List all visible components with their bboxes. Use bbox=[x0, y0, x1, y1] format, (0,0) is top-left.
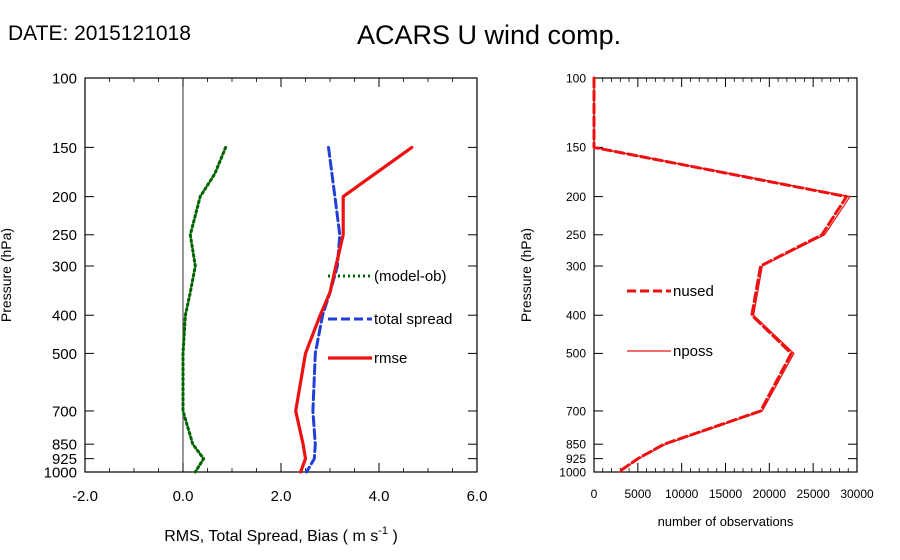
x-tick-label: 25000 bbox=[796, 487, 830, 501]
x-tick-label: -2.0 bbox=[72, 488, 98, 505]
legend-label: rmse bbox=[374, 350, 407, 367]
chart-title: ACARS U wind comp. bbox=[357, 20, 622, 50]
series-line-total-spread bbox=[305, 145, 342, 474]
x-tick-label: 0.0 bbox=[173, 488, 194, 505]
y-axis-label: Pressure (hPa) bbox=[518, 228, 534, 322]
legend-label: (model-ob) bbox=[374, 268, 447, 285]
x-tick-label: 0 bbox=[591, 487, 598, 501]
series-line-nposs bbox=[593, 77, 851, 473]
x-tick-label: 5000 bbox=[624, 487, 651, 501]
y-tick-label: 100 bbox=[52, 70, 77, 87]
y-tick-label: 400 bbox=[52, 308, 77, 325]
y-tick-label: 925 bbox=[52, 451, 77, 468]
x-tick-label: 30000 bbox=[840, 487, 874, 501]
series-line-rmse bbox=[294, 145, 414, 474]
date-label: DATE: 2015121018 bbox=[8, 22, 191, 45]
x-tick-label: 2.0 bbox=[271, 488, 292, 505]
series-line-model-ob bbox=[181, 145, 228, 474]
x-tick-label: 4.0 bbox=[369, 488, 390, 505]
y-tick-label: 400 bbox=[566, 309, 586, 323]
y-tick-label: 100 bbox=[566, 71, 586, 85]
x-axis-label: RMS, Total Spread, Bias ( m s-1 ) bbox=[164, 525, 398, 545]
y-tick-label: 1000 bbox=[44, 464, 77, 481]
y-tick-label: 300 bbox=[52, 258, 77, 275]
legend-label: total spread bbox=[374, 311, 452, 328]
y-tick-label: 1000 bbox=[559, 465, 586, 479]
y-tick-label: 700 bbox=[566, 404, 586, 418]
y-tick-label: 200 bbox=[566, 190, 586, 204]
x-tick-label: 10000 bbox=[665, 487, 699, 501]
legend-label: nposs bbox=[673, 343, 713, 360]
series-line-nused bbox=[592, 76, 848, 474]
y-tick-label: 850 bbox=[566, 438, 586, 452]
y-tick-label: 150 bbox=[52, 140, 77, 157]
y-tick-label: 500 bbox=[566, 347, 586, 361]
y-tick-label: 500 bbox=[52, 346, 77, 363]
legend-label: nused bbox=[673, 283, 714, 300]
y-tick-label: 200 bbox=[52, 189, 77, 206]
y-tick-label: 925 bbox=[566, 452, 586, 466]
y-tick-label: 300 bbox=[566, 259, 586, 273]
y-tick-label: 250 bbox=[52, 227, 77, 244]
x-tick-label: 6.0 bbox=[467, 488, 488, 505]
x-axis-label: number of observations bbox=[658, 514, 794, 529]
plot-frame bbox=[593, 77, 858, 473]
y-tick-label: 250 bbox=[566, 228, 586, 242]
x-tick-label: 20000 bbox=[753, 487, 787, 501]
x-tick-label: 15000 bbox=[709, 487, 743, 501]
y-axis-label: Pressure (hPa) bbox=[0, 228, 14, 322]
y-tick-label: 150 bbox=[566, 141, 586, 155]
y-tick-label: 850 bbox=[52, 437, 77, 454]
y-tick-label: 700 bbox=[52, 403, 77, 420]
